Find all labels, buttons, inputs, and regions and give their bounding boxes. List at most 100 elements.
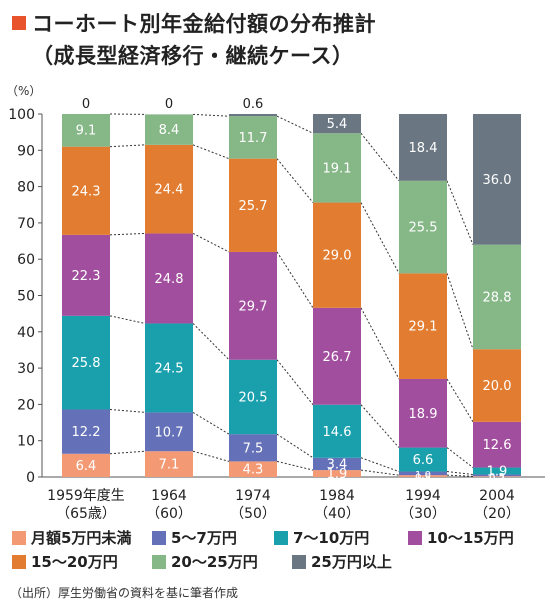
y-tick-label: 40 — [17, 325, 35, 341]
connector-line — [192, 144, 230, 160]
bar-segment — [145, 144, 193, 234]
connector-line — [276, 460, 314, 471]
legend-swatch — [152, 530, 166, 545]
connector-line — [446, 471, 474, 475]
connector-line — [192, 411, 230, 435]
data-label: 1.0 — [415, 470, 431, 481]
bar-segment — [473, 114, 521, 245]
connector-line — [446, 180, 474, 245]
bar-segment — [62, 114, 110, 147]
bar-segment — [473, 467, 521, 475]
bar-segment — [145, 323, 193, 413]
data-label: 4.3 — [243, 463, 264, 478]
connector-line — [192, 113, 230, 117]
legend-label: 15～20万円 — [31, 553, 118, 571]
x-category-sublabel: （65歳） — [56, 506, 116, 522]
bar-segment — [229, 434, 277, 462]
chart-subtitle: （成長型経済移行・継続ケース） — [32, 44, 354, 68]
legend-item-20-25man: 20～25万円 — [152, 551, 258, 572]
bar-segment — [62, 234, 110, 316]
data-label: 0.6 — [243, 97, 264, 112]
legend-swatch — [408, 530, 422, 545]
bar-segment — [229, 116, 277, 159]
x-category-sublabel: （40） — [314, 506, 360, 522]
data-label: 25.7 — [239, 199, 268, 214]
y-unit-label: （%） — [6, 84, 41, 98]
connector-line — [360, 469, 400, 476]
data-label: 29.0 — [323, 249, 352, 264]
legend-label: 20～25万円 — [171, 553, 258, 571]
data-label: 18.9 — [409, 407, 438, 422]
data-label: 6.4 — [76, 459, 97, 474]
connector-line — [276, 433, 314, 459]
bar-segment — [399, 378, 447, 448]
data-label: 28.8 — [483, 290, 512, 305]
legend-swatch — [274, 530, 288, 545]
connector-line — [360, 132, 400, 182]
connector-line — [276, 359, 314, 406]
x-category-sublabel: （50） — [230, 506, 276, 522]
data-label: 20.5 — [239, 390, 268, 405]
data-label: 24.3 — [72, 184, 101, 199]
connector-line — [360, 404, 400, 448]
data-label: 6.6 — [413, 453, 434, 468]
bar-segment — [229, 359, 277, 435]
bar-segment — [145, 114, 193, 145]
data-label: 29.7 — [239, 299, 268, 314]
y-tick-label: 70 — [17, 216, 35, 232]
bar-segment — [473, 474, 521, 477]
connector-line — [109, 232, 146, 236]
data-label: 24.4 — [155, 183, 184, 198]
data-label: 36.0 — [483, 173, 512, 188]
bar-segment — [145, 451, 193, 477]
legend-item-5-7man: 5～7万円 — [152, 527, 237, 548]
data-label: 11.7 — [239, 131, 268, 146]
data-label: 24.5 — [155, 361, 184, 376]
y-tick-label: 100 — [8, 107, 35, 123]
data-label: 0 — [165, 97, 173, 112]
connector-line — [109, 315, 146, 324]
bar-segment — [399, 475, 447, 477]
bar-segment — [229, 158, 277, 252]
bar-segment — [229, 114, 277, 117]
data-label: 18.4 — [409, 141, 438, 156]
data-label: 0.5 — [415, 473, 431, 484]
connector-line — [360, 457, 400, 473]
legend-label: 25万円以上 — [311, 553, 392, 571]
bar-segment — [229, 251, 277, 360]
connector-line — [446, 378, 474, 423]
data-label: 24.8 — [155, 272, 184, 287]
data-label: 5.4 — [327, 117, 348, 132]
bar-segment — [145, 412, 193, 452]
x-category-sublabel: （30） — [400, 506, 446, 522]
bar-segment — [229, 461, 277, 477]
bar-segment — [399, 114, 447, 181]
source-note: （出所）厚生労働省の資料を基に筆者作成 — [10, 586, 239, 600]
y-tick-label: 20 — [17, 397, 35, 413]
connector-line — [192, 323, 230, 361]
legend-item-over-25man: 25万円以上 — [292, 551, 392, 572]
legend-item-under-5man: 月額5万円未満 — [12, 527, 131, 548]
connector-line — [109, 450, 146, 455]
connector-line — [276, 251, 314, 309]
bar-segment — [145, 233, 193, 324]
legend-swatch — [12, 554, 26, 569]
bar-segment — [62, 315, 110, 410]
stacked-bar-chart: （%） 0 10 20 30 40 50 60 70 80 90 100 6.4 12.2 25.8 22.3… — [6, 84, 545, 522]
legend-label: 10～15万円 — [427, 529, 514, 547]
data-label: 0 — [82, 97, 90, 112]
y-tick-label: 60 — [17, 252, 35, 268]
data-label: 10.7 — [155, 425, 184, 440]
y-tick-label: 50 — [17, 289, 35, 305]
x-category-label: 2004 — [479, 488, 515, 504]
bar-segment — [313, 404, 361, 458]
legend-label: 月額5万円未満 — [31, 529, 132, 547]
data-label: 1.9 — [487, 465, 508, 480]
connector-line — [276, 115, 314, 134]
y-tick-label: 30 — [17, 361, 35, 377]
data-label: 14.6 — [323, 425, 352, 440]
bar-segment — [473, 349, 521, 422]
bar-segment — [399, 180, 447, 274]
data-label: 0.2 — [489, 473, 505, 484]
legend-label: 5～7万円 — [171, 529, 237, 547]
